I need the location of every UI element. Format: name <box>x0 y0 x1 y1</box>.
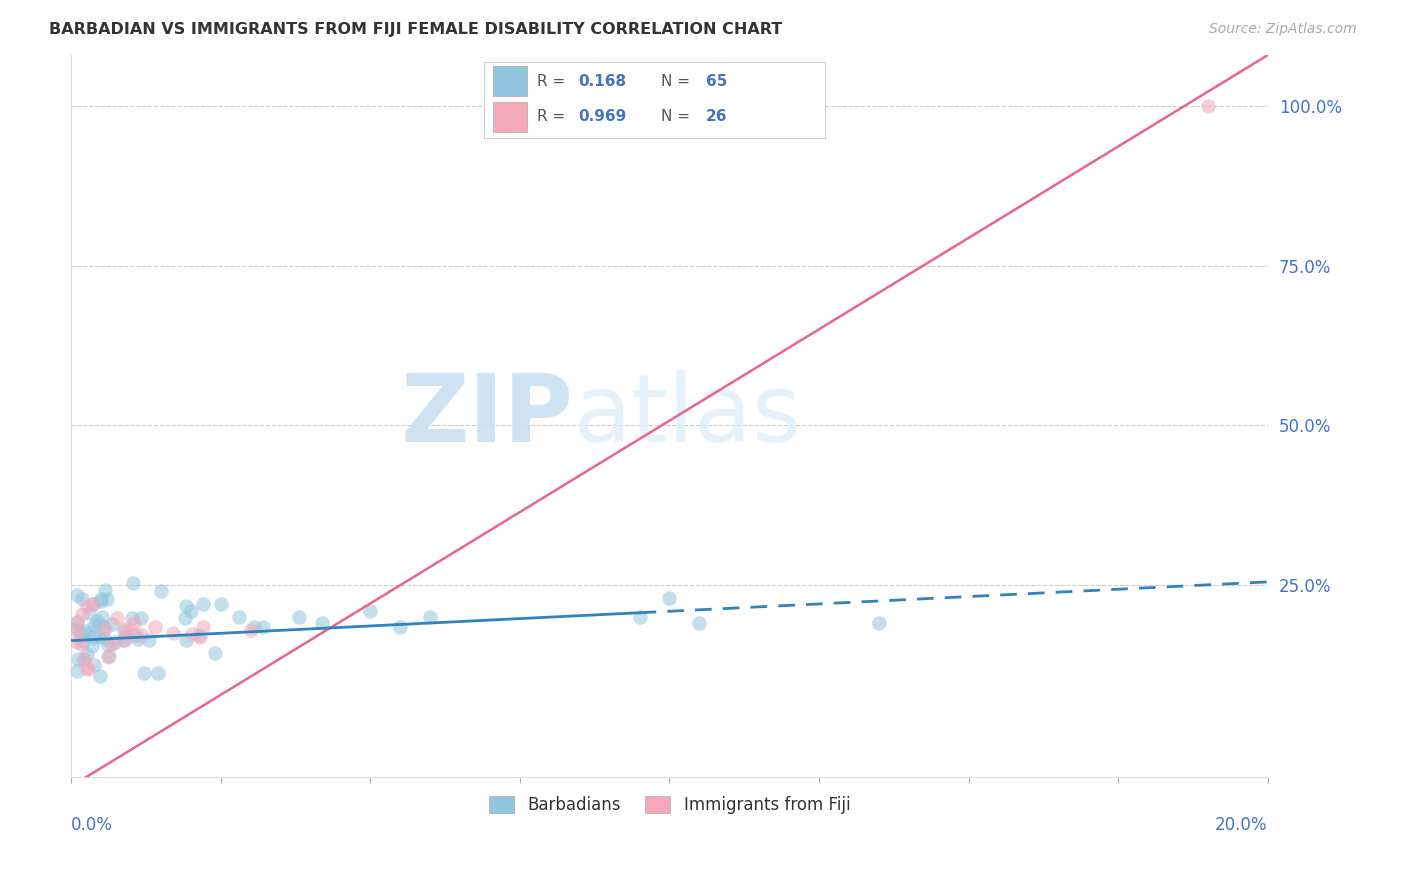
Point <box>86 614 108 628</box>
Point <box>120 623 142 637</box>
Point <box>252 619 274 633</box>
Point <box>111 632 134 647</box>
Point <box>66 588 89 602</box>
Point <box>82 597 104 611</box>
Point <box>77 606 100 620</box>
Point <box>104 634 127 648</box>
Point <box>127 632 149 647</box>
Point <box>228 610 250 624</box>
Point <box>162 626 184 640</box>
Point <box>98 649 121 664</box>
Point <box>112 624 135 638</box>
Text: Source: ZipAtlas.com: Source: ZipAtlas.com <box>1209 22 1357 37</box>
Point <box>76 599 98 613</box>
Point <box>191 597 214 611</box>
Point <box>191 619 214 633</box>
Point <box>204 646 226 660</box>
Point <box>76 647 98 661</box>
Legend: Barbadians, Immigrants from Fiji: Barbadians, Immigrants from Fiji <box>481 788 859 822</box>
Point <box>76 628 98 642</box>
Point <box>132 666 155 681</box>
Point <box>93 583 115 598</box>
Point <box>76 661 98 675</box>
Point <box>121 611 143 625</box>
Point <box>67 652 90 666</box>
Point <box>114 629 136 643</box>
Point <box>114 632 136 647</box>
Point <box>91 609 114 624</box>
Point <box>114 622 136 636</box>
Point <box>243 620 266 634</box>
Point <box>89 668 111 682</box>
Point <box>359 604 381 618</box>
Point <box>287 610 309 624</box>
Text: BARBADIAN VS IMMIGRANTS FROM FIJI FEMALE DISABILITY CORRELATION CHART: BARBADIAN VS IMMIGRANTS FROM FIJI FEMALE… <box>49 22 783 37</box>
Point <box>209 597 232 611</box>
Point <box>90 594 112 608</box>
Text: ZIP: ZIP <box>401 370 574 462</box>
Point <box>688 616 710 631</box>
Point <box>311 616 333 631</box>
Point <box>628 610 651 624</box>
Point <box>94 622 117 636</box>
Point <box>419 610 441 624</box>
Point <box>73 652 96 666</box>
Point <box>129 628 152 642</box>
Point <box>239 623 262 637</box>
Point <box>93 620 115 634</box>
Point <box>66 615 89 630</box>
Point <box>101 616 124 631</box>
Point <box>66 621 89 635</box>
Point <box>125 627 148 641</box>
Point <box>174 632 197 647</box>
Point <box>180 604 202 618</box>
Point <box>868 616 890 631</box>
Point <box>82 597 104 611</box>
Point <box>90 591 112 606</box>
Point <box>97 638 120 652</box>
Point <box>148 665 170 680</box>
Point <box>105 611 128 625</box>
Point <box>66 635 89 649</box>
Point <box>73 653 96 667</box>
Point <box>66 624 89 638</box>
Point <box>389 619 412 633</box>
Text: atlas: atlas <box>574 370 801 462</box>
Point <box>1197 99 1219 113</box>
Point <box>87 617 110 632</box>
Point <box>97 649 120 664</box>
Point <box>93 631 115 645</box>
Point <box>96 592 118 607</box>
Point <box>129 611 152 625</box>
Point <box>181 626 204 640</box>
Point <box>77 662 100 676</box>
Text: 20.0%: 20.0% <box>1215 816 1268 834</box>
Point <box>75 624 97 638</box>
Point <box>174 599 197 614</box>
Point <box>143 619 166 633</box>
Point <box>122 615 145 630</box>
Point <box>83 658 105 673</box>
Point <box>66 615 89 629</box>
Point <box>66 664 89 678</box>
Point <box>101 637 124 651</box>
Point <box>70 592 93 607</box>
Point <box>173 611 195 625</box>
Point <box>188 628 211 642</box>
Point <box>70 607 93 622</box>
Point <box>138 632 160 647</box>
Point <box>121 575 143 590</box>
Point <box>72 634 94 648</box>
Point <box>80 639 103 653</box>
Text: 0.0%: 0.0% <box>72 816 112 834</box>
Point <box>149 584 172 599</box>
Point <box>82 630 104 644</box>
Point <box>83 618 105 632</box>
Point <box>69 626 91 640</box>
Point <box>658 591 681 605</box>
Point <box>70 637 93 651</box>
Point <box>89 631 111 645</box>
Point <box>190 630 212 644</box>
